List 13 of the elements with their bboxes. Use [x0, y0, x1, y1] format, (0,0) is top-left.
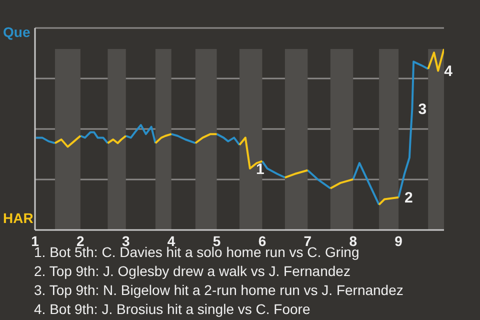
annotation: 3 [418, 101, 427, 118]
text: 3. Top 9th: N. Bigelow hit a 2-run home run vs J. Fernandez [34, 281, 404, 300]
x-tick-label: 8 [349, 232, 358, 249]
annotation: 4 [444, 63, 454, 80]
x-tick-label: 6 [258, 232, 266, 249]
annotation: 1 [256, 160, 264, 178]
text: 4. Bot 9th: J. Brosius hit a single vs C. Foore [34, 300, 312, 319]
annotation: 2 [404, 190, 413, 207]
text: HAR [3, 210, 34, 226]
text: 2. Top 9th: J. Oglesby drew a walk vs J. Fernandez [34, 262, 352, 281]
x-tick-label: 9 [394, 232, 403, 249]
text: Que [3, 24, 30, 40]
x-tick-label: 5 [212, 232, 221, 249]
